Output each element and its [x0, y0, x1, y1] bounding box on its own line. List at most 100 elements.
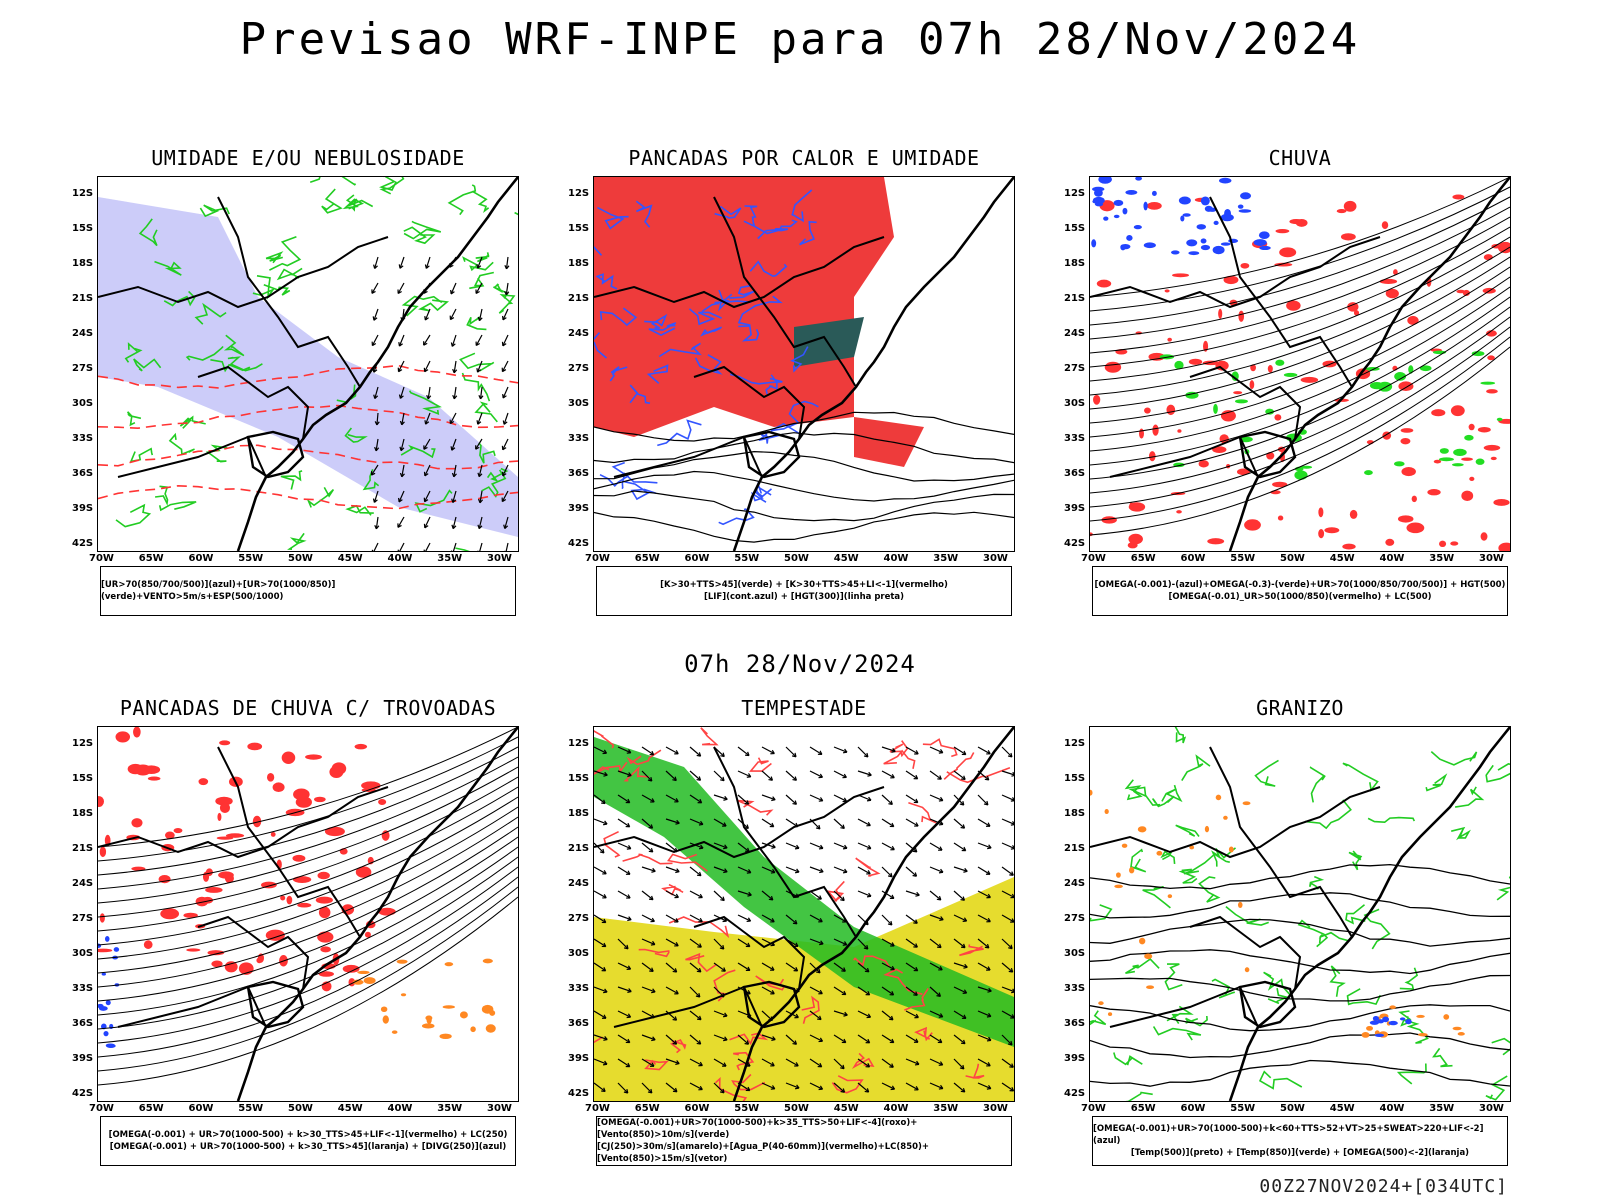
wind-850-vector	[1001, 1058, 1014, 1068]
lifted-index-contour	[770, 422, 803, 437]
temp-850-contour-green	[1160, 850, 1176, 864]
omega-area-green	[1394, 372, 1407, 381]
wind-850-vector	[929, 1010, 944, 1018]
humidity-contour-green	[179, 415, 206, 429]
streamline	[1090, 286, 1510, 452]
wind-850-vector	[665, 1058, 680, 1066]
longitude-tick-label: 35W	[1429, 1103, 1455, 1114]
lifted-index-contour	[749, 260, 788, 278]
omega-area-blue	[1143, 242, 1156, 249]
thunderstorm-area-red	[286, 895, 293, 905]
omega-area-blue	[1253, 239, 1267, 246]
state-border-line	[98, 236, 389, 309]
wind-850-vector	[929, 842, 943, 851]
latitude-tick-label: 24S	[568, 878, 590, 889]
omega-area-green	[1174, 360, 1184, 370]
wind-850-vector	[809, 890, 822, 900]
rain-area-red	[1486, 389, 1498, 394]
longitude-tick-label: 55W	[1230, 553, 1256, 564]
omega-area-green	[1294, 470, 1308, 480]
wind-vector	[476, 412, 483, 425]
latitude-tick-label: 18S	[568, 808, 590, 819]
omega-area-green	[1364, 470, 1373, 476]
omega-area-blue	[1151, 190, 1157, 196]
wind-850-vector	[833, 842, 848, 850]
wind-vector	[501, 360, 509, 373]
precipitable-water-contour	[959, 944, 984, 957]
thunderstorm-area-orange	[485, 1024, 496, 1033]
wind-vector	[397, 360, 405, 373]
wind-vector	[370, 464, 379, 476]
wind-850-vector	[665, 794, 679, 803]
wind-vector	[397, 516, 405, 528]
wind-vector	[501, 464, 509, 477]
wind-850-vector	[641, 1082, 653, 1094]
wind-850-vector	[641, 842, 654, 853]
latitude-tick-label: 36S	[72, 468, 94, 479]
wind-vector	[478, 386, 484, 400]
wind-850-vector	[905, 818, 919, 827]
streamline	[98, 806, 518, 960]
streamline	[1090, 206, 1510, 340]
longitude-tick-label: 40W	[883, 1103, 909, 1114]
coastline	[1228, 177, 1510, 551]
precipitable-water-contour	[922, 738, 958, 758]
rain-area-red	[1342, 543, 1356, 550]
wind-850-vector	[809, 1082, 824, 1091]
wind-850-vector	[617, 818, 631, 828]
streamline	[98, 826, 518, 988]
wind-850-vector	[833, 986, 847, 996]
humidity-contour-green	[265, 251, 284, 264]
latitude-tick-label: 21S	[1064, 293, 1086, 304]
temp-850-contour-green	[1175, 824, 1200, 837]
omega-area-blue	[1122, 207, 1128, 215]
longitude-tick-label: 60W	[188, 1103, 214, 1114]
longitude-tick-label: 60W	[1180, 1103, 1206, 1114]
wind-850-vector	[905, 938, 918, 948]
longitude-tick-label: 40W	[387, 553, 413, 564]
wind-850-vector	[977, 842, 992, 850]
humidity-contour-green	[276, 267, 303, 281]
wind-850-vector	[737, 890, 752, 897]
humidity-contour-green	[455, 547, 470, 551]
latitude-tick-label: 24S	[1064, 328, 1086, 339]
country-border-uruguay	[1238, 980, 1297, 1029]
wind-vector	[398, 386, 405, 399]
temp-850-contour-green	[1309, 875, 1325, 890]
omega-area-blue	[1186, 239, 1198, 247]
rain-area-red	[1238, 310, 1245, 322]
omega-area-blue	[1237, 204, 1244, 209]
state-border-line	[713, 196, 857, 388]
wind-850-vector	[929, 1082, 944, 1090]
temp-850-contour-green	[1425, 773, 1448, 792]
wind-850-vector	[713, 938, 725, 950]
wind-vector	[398, 490, 405, 503]
omega-area-green	[1234, 399, 1248, 404]
longitude-tick-label: 50W	[288, 1103, 313, 1114]
streamline	[98, 746, 518, 876]
thunderstorm-area-orange	[482, 958, 493, 964]
thunderstorm-area-red	[218, 871, 234, 879]
thunderstorm-area-red	[99, 913, 105, 923]
latitude-tick-label: 15S	[1064, 223, 1086, 234]
longitude-tick-label: 60W	[188, 553, 214, 564]
legend-line: [Temp(500)](preto) + [Temp(850)](verde) …	[1130, 1148, 1470, 1158]
panel-title: TEMPESTADE	[741, 696, 867, 720]
rain-area-red	[1275, 229, 1290, 234]
omega-500-orange	[1121, 843, 1128, 848]
wind-850-vector	[809, 842, 824, 850]
wind-vector	[423, 490, 431, 503]
omega-area-green	[1438, 457, 1454, 462]
omega-500-orange	[1228, 846, 1234, 853]
temp-850-contour-green	[1152, 1026, 1202, 1041]
rain-area-red	[1250, 364, 1256, 372]
height-300-contour	[594, 411, 1014, 442]
country-border-uruguay	[246, 430, 305, 479]
wind-850-vector	[905, 1034, 919, 1043]
thunderstorm-area-red	[219, 802, 231, 813]
wind-850-vector	[594, 1082, 606, 1093]
omega-area-green	[1453, 448, 1467, 457]
wind-850-vector	[833, 818, 845, 830]
precipitable-water-contour	[889, 740, 909, 758]
wind-vector	[475, 282, 483, 294]
